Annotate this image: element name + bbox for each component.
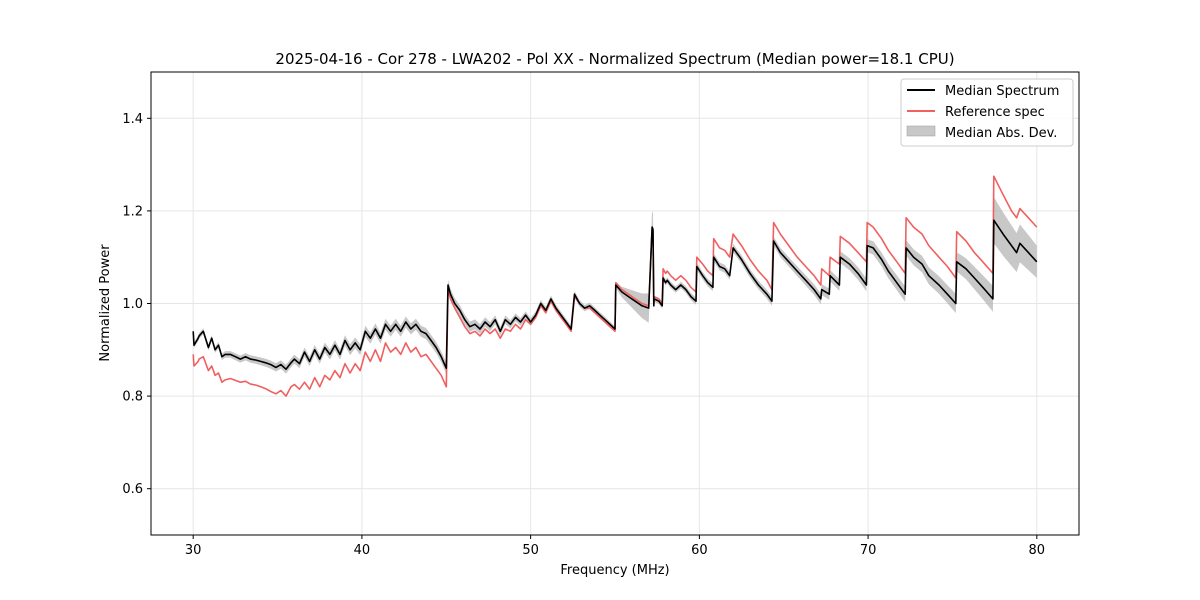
y-tick-label: 0.8 [122, 390, 143, 405]
legend-median-label: Median Spectrum [945, 84, 1059, 99]
x-tick-label: 80 [1029, 543, 1046, 558]
legend-mad-swatch [906, 125, 936, 137]
x-tick-label: 60 [691, 543, 708, 558]
x-axis-label: Frequency (MHz) [560, 563, 669, 578]
mad-band-layer [193, 197, 1037, 374]
x-tick-label: 70 [860, 543, 877, 558]
legend-mad-label: Median Abs. Dev. [945, 126, 1057, 141]
x-tick-label: 50 [522, 543, 539, 558]
x-tick-label: 30 [185, 543, 202, 558]
x-axis: 30 40 50 60 70 80 [185, 535, 1045, 558]
mad-band [193, 197, 1037, 374]
y-tick-label: 1.0 [122, 297, 143, 312]
chart-title: 2025-04-16 - Cor 278 - LWA202 - Pol XX -… [275, 50, 954, 68]
series-lines-layer [192, 175, 1038, 397]
y-axis-label: Normalized Power [98, 244, 113, 362]
legend: Median Spectrum Reference spec Median Ab… [900, 78, 1074, 147]
y-tick-label: 1.2 [122, 204, 143, 219]
x-tick-label: 40 [354, 543, 371, 558]
legend-reference-label: Reference spec [945, 105, 1045, 120]
y-tick-label: 1.4 [122, 112, 143, 127]
median-spectrum-line [192, 219, 1038, 371]
y-axis: 0.6 0.8 1.0 1.2 1.4 [122, 112, 151, 497]
legend-box [900, 78, 1074, 147]
y-tick-label: 0.6 [122, 482, 143, 497]
